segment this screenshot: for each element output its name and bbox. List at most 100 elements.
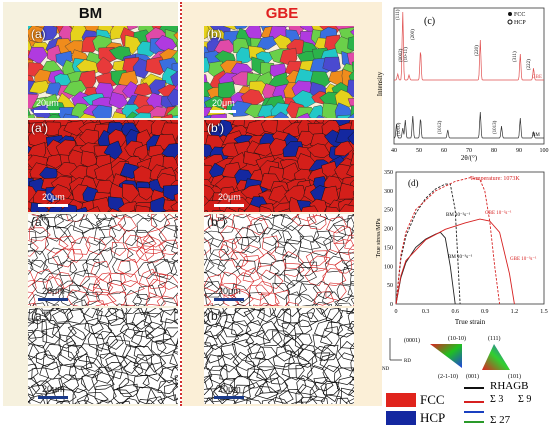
grain bbox=[222, 308, 242, 316]
grain bbox=[282, 337, 304, 358]
grain bbox=[28, 207, 32, 212]
grain bbox=[144, 362, 164, 382]
grain bbox=[220, 343, 237, 360]
fcc-ipf-111: (111) bbox=[488, 335, 501, 342]
grain bbox=[134, 229, 155, 245]
fcc-legend-label: FCC bbox=[420, 392, 445, 407]
panel-a2-label: (a') bbox=[31, 121, 48, 135]
grain bbox=[135, 205, 151, 212]
grain bbox=[315, 308, 329, 315]
panel-b4-grain-map: (b"') 20μm bbox=[204, 308, 354, 404]
ss-ytick: 50 bbox=[387, 283, 393, 289]
grain bbox=[204, 210, 208, 212]
grain bbox=[104, 362, 123, 380]
grain bbox=[132, 320, 155, 338]
panel-a2-phase-map: (a') 20μm bbox=[28, 120, 178, 212]
grain bbox=[41, 308, 60, 311]
panel-a4-scalebar bbox=[38, 396, 68, 399]
grain bbox=[131, 330, 155, 348]
grain bbox=[105, 335, 124, 350]
panel-b4-scalebar bbox=[214, 396, 244, 399]
grain bbox=[336, 376, 354, 396]
grain bbox=[62, 113, 79, 118]
grain bbox=[120, 354, 139, 374]
boundary-grains-b bbox=[204, 214, 354, 306]
grain bbox=[350, 297, 354, 305]
grain bbox=[137, 214, 158, 222]
grain bbox=[260, 214, 281, 219]
xrd-xtick: 100 bbox=[540, 148, 549, 154]
grain bbox=[90, 322, 113, 340]
ss-ylabel: True stress/MPa bbox=[376, 218, 382, 257]
grain bbox=[254, 386, 279, 400]
grain bbox=[39, 361, 60, 380]
grain bbox=[322, 291, 341, 306]
panel-b3-scalebar bbox=[214, 298, 244, 301]
rd-nd-axes: RD ND bbox=[382, 338, 411, 372]
grain bbox=[177, 27, 178, 31]
ipf-keys: RD ND (0001) (10-10) (2-1-10) (111) (001… bbox=[382, 335, 521, 380]
grain bbox=[259, 308, 276, 318]
grain bbox=[219, 363, 242, 381]
grain bbox=[112, 258, 131, 275]
ss-series-line-0 bbox=[395, 183, 461, 305]
grain bbox=[204, 308, 222, 328]
xrd-legend: FCC HCP bbox=[507, 12, 526, 26]
xrd-xlabel: 2θ/(°) bbox=[461, 154, 478, 162]
grain bbox=[144, 248, 166, 263]
grain bbox=[229, 290, 254, 306]
grain bbox=[313, 291, 335, 306]
grain bbox=[248, 370, 269, 389]
grain bbox=[28, 259, 34, 276]
grain bbox=[215, 314, 235, 329]
grain bbox=[67, 323, 91, 341]
grain bbox=[322, 381, 340, 403]
panel-a2-scalebar bbox=[38, 204, 68, 207]
grain bbox=[253, 217, 274, 235]
grain bbox=[86, 355, 103, 372]
grain bbox=[28, 230, 37, 245]
grain bbox=[347, 281, 354, 297]
grain bbox=[72, 387, 89, 404]
hcp-ipf-0001: (0001) bbox=[404, 337, 420, 344]
grain bbox=[97, 308, 118, 325]
grain bbox=[121, 183, 140, 204]
grain bbox=[170, 260, 178, 276]
grain bbox=[211, 384, 229, 403]
grain bbox=[161, 244, 178, 265]
grain bbox=[322, 268, 347, 286]
grain bbox=[137, 308, 157, 316]
grain bbox=[32, 214, 50, 217]
grain bbox=[145, 353, 167, 373]
grain bbox=[255, 280, 274, 296]
hcp-ipf-triangle bbox=[430, 344, 462, 368]
ss-xtick: 0 bbox=[395, 309, 398, 315]
grain bbox=[306, 308, 328, 323]
grain bbox=[305, 395, 328, 404]
grain bbox=[146, 387, 166, 404]
ss-series-labels: BM 10⁻²s⁻¹ GBE 10⁻²s⁻¹ BM 10⁻³s⁻¹ GBE 10… bbox=[446, 210, 537, 262]
xrd-xtick: 70 bbox=[466, 148, 472, 154]
grain bbox=[268, 185, 288, 203]
grain bbox=[341, 387, 354, 404]
xrd-chart: (c) FCC HCP Intensity 2θ/(°) 40 50 60 70 80 9… bbox=[376, 7, 549, 162]
grain bbox=[338, 182, 354, 200]
grain bbox=[350, 29, 354, 36]
ss-label-bm-slow: BM 10⁻³s⁻¹ bbox=[448, 254, 473, 260]
grain bbox=[68, 365, 91, 381]
grain bbox=[273, 318, 296, 338]
grain bbox=[233, 398, 251, 404]
ss-ytick: 350 bbox=[384, 170, 393, 176]
grain bbox=[94, 384, 117, 404]
grain bbox=[124, 234, 144, 252]
grain bbox=[51, 308, 74, 323]
grain bbox=[347, 113, 354, 118]
grain bbox=[341, 266, 354, 286]
grain bbox=[208, 249, 230, 267]
grain bbox=[84, 391, 109, 404]
grain bbox=[118, 377, 139, 394]
ss-ytick: 200 bbox=[384, 227, 393, 233]
grain bbox=[59, 203, 78, 212]
grain bbox=[33, 302, 46, 306]
grain bbox=[28, 294, 49, 306]
